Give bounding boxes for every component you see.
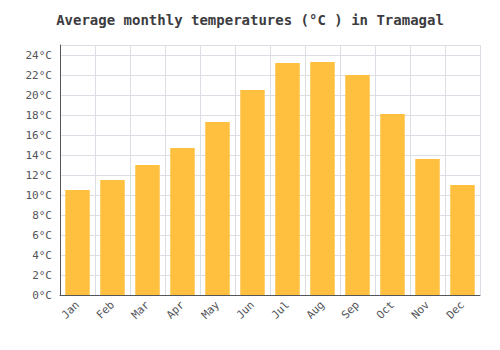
svg-text:Nov: Nov — [409, 298, 432, 321]
svg-text:12°C: 12°C — [26, 169, 53, 182]
svg-text:6°C: 6°C — [32, 229, 52, 242]
svg-text:2°C: 2°C — [32, 269, 52, 282]
svg-text:18°C: 18°C — [26, 109, 53, 122]
svg-text:16°C: 16°C — [26, 129, 53, 142]
svg-text:Jun: Jun — [234, 298, 257, 321]
svg-text:4°C: 4°C — [32, 249, 52, 262]
svg-text:22°C: 22°C — [26, 69, 53, 82]
svg-text:Sep: Sep — [339, 298, 362, 321]
svg-text:Apr: Apr — [164, 298, 187, 321]
svg-text:Dec: Dec — [444, 298, 467, 321]
svg-text:Jul: Jul — [269, 298, 292, 321]
svg-text:10°C: 10°C — [26, 189, 53, 202]
svg-text:Feb: Feb — [94, 298, 117, 321]
svg-text:Aug: Aug — [304, 298, 327, 321]
svg-text:Mar: Mar — [129, 298, 152, 321]
svg-text:Average monthly temperatures (: Average monthly temperatures (°C ) in Tr… — [56, 12, 444, 28]
svg-text:Oct: Oct — [374, 298, 397, 321]
svg-text:14°C: 14°C — [26, 149, 53, 162]
svg-text:Jan: Jan — [59, 298, 82, 321]
svg-text:24°C: 24°C — [26, 49, 53, 62]
svg-text:0°C: 0°C — [32, 289, 52, 302]
svg-text:May: May — [199, 298, 222, 321]
svg-text:8°C: 8°C — [32, 209, 52, 222]
svg-text:20°C: 20°C — [26, 89, 53, 102]
